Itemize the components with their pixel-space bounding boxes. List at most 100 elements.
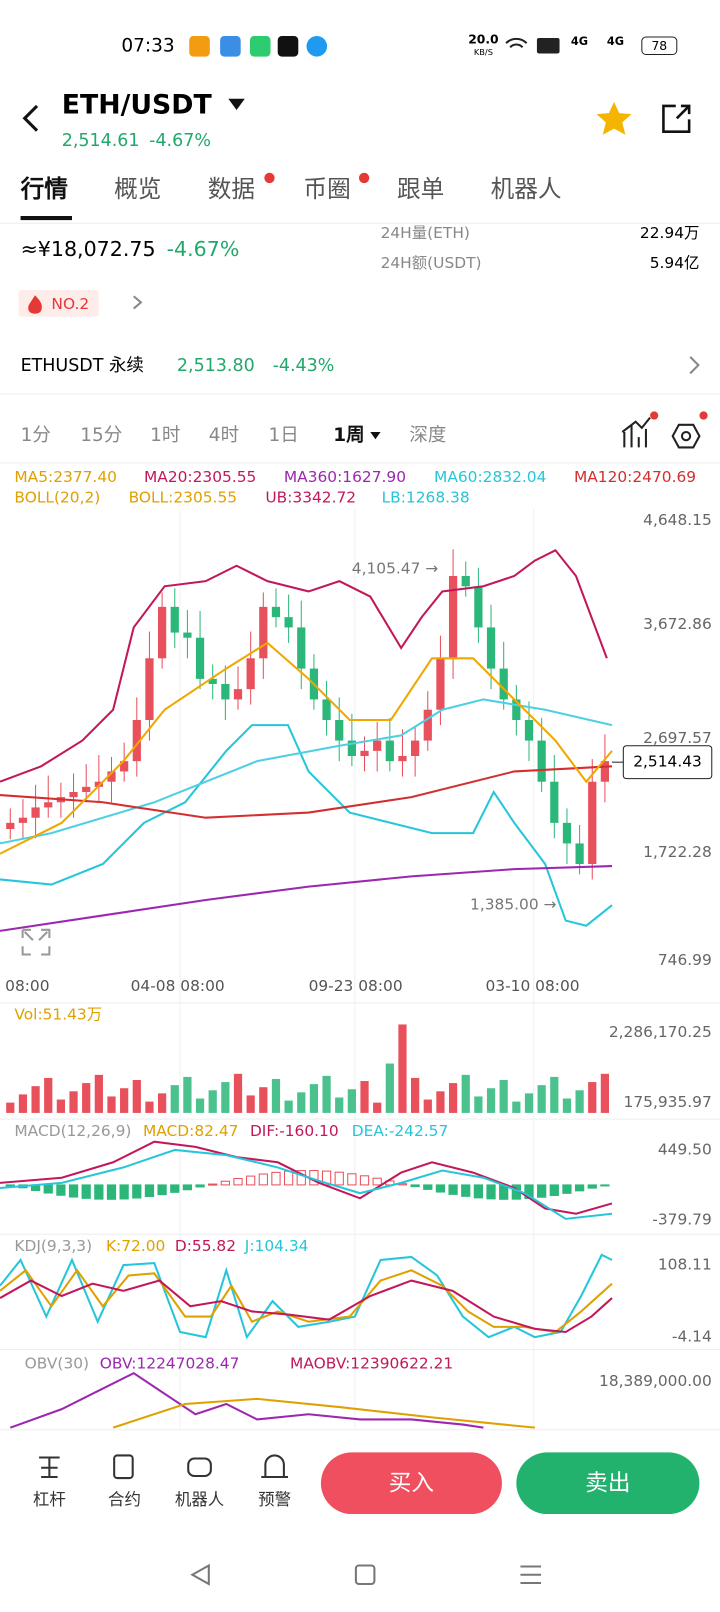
grid — [179, 509, 535, 1430]
macd-bar — [283, 1170, 294, 1186]
time-axis-label: 08:00 — [5, 977, 49, 995]
macd-bar — [106, 1184, 117, 1200]
sell-button[interactable] — [516, 1452, 700, 1515]
macd-bar — [43, 1184, 53, 1194]
badge-dot — [699, 411, 708, 420]
candle — [145, 658, 154, 720]
volume-bar — [44, 1077, 53, 1113]
macd-label: MACD(12,26,9) — [14, 1122, 131, 1140]
interval[interactable]: 1周 — [333, 425, 364, 446]
share-button[interactable] — [662, 104, 691, 133]
nav-home[interactable] — [354, 1564, 376, 1586]
volume-bar — [18, 1094, 28, 1113]
volume-bar — [360, 1081, 369, 1113]
volume-bar — [436, 1091, 445, 1113]
low-annotation: 1,385.00 → — [470, 896, 557, 914]
interval[interactable]: 1分 — [21, 425, 51, 446]
tab[interactable]: 机器人 — [491, 175, 562, 203]
volume-bar — [195, 1098, 205, 1113]
volume-bar — [335, 1097, 344, 1113]
tool-label[interactable]: 杠杆 — [33, 1490, 66, 1509]
rank[interactable]: NO.2 — [51, 295, 89, 313]
tab[interactable]: 数据 — [208, 175, 255, 203]
badge-dot — [358, 172, 370, 184]
volume-bar — [423, 1099, 432, 1113]
sell-label[interactable]: 卖出 — [585, 1471, 630, 1497]
macd-bar — [220, 1180, 230, 1186]
fullscreen-button[interactable] — [21, 928, 51, 956]
battery — [641, 36, 678, 56]
obv-label: OBV(30) — [25, 1354, 89, 1372]
price-axis-label: 1,722.28 — [643, 843, 712, 861]
candle — [524, 720, 534, 741]
chevron[interactable] — [689, 356, 700, 375]
candle — [157, 606, 167, 659]
candle — [562, 822, 572, 844]
interval-dropdown[interactable] — [370, 432, 381, 440]
app-icon — [189, 36, 210, 57]
wifi-icon — [505, 37, 528, 49]
volume-bar — [157, 1093, 167, 1113]
macd-bar — [372, 1177, 382, 1186]
settings-button[interactable] — [671, 423, 701, 449]
tool-label[interactable]: 机器人 — [175, 1490, 224, 1509]
nav-back[interactable] — [190, 1563, 210, 1586]
volume-bar — [69, 1091, 78, 1113]
interval[interactable]: 4时 — [209, 425, 239, 446]
header-price: 2,514.61 — [62, 131, 140, 151]
buy-label[interactable]: 买入 — [389, 1471, 434, 1497]
interval[interactable]: 1时 — [150, 425, 180, 446]
candle — [474, 586, 483, 628]
back-button[interactable] — [22, 104, 39, 132]
pair[interactable]: ETH/USDT — [62, 89, 213, 120]
macd-bar — [119, 1184, 129, 1200]
badge-dot — [650, 411, 659, 420]
hd-icon — [536, 38, 560, 54]
volume-bar — [486, 1088, 496, 1113]
indicator-button[interactable] — [621, 416, 651, 448]
volume-bar — [221, 1082, 230, 1113]
price-axis-label: 2,697.57 — [643, 729, 712, 747]
volume-bar — [512, 1101, 521, 1113]
header-change: -4.67% — [149, 131, 211, 151]
boll-label: BOLL(20,2) — [14, 488, 100, 506]
candle — [297, 627, 306, 669]
time-axis-label: 04-08 08:00 — [131, 977, 225, 995]
macd-bar — [359, 1175, 370, 1186]
macd-bar — [600, 1184, 610, 1187]
candle — [461, 576, 470, 587]
pair-dropdown[interactable] — [228, 98, 245, 111]
obv-axis-label: 18,389,000.00 — [599, 1372, 712, 1390]
kdj-label: J:104.34 — [244, 1237, 309, 1255]
boll-label: BOLL:2305.55 — [129, 488, 238, 506]
tool-label[interactable]: 合约 — [108, 1490, 141, 1509]
interval[interactable]: 1日 — [268, 425, 298, 446]
tab[interactable]: 概览 — [114, 175, 161, 203]
macd-bar — [132, 1184, 142, 1199]
macd-label: DIF:-160.10 — [250, 1122, 339, 1140]
volume-axis-label: 175,935.97 — [624, 1093, 712, 1111]
macd-bar — [68, 1184, 79, 1198]
perp-price: 2,513.80 — [177, 356, 255, 376]
interval[interactable]: 15分 — [80, 425, 122, 446]
tab[interactable]: 行情 — [20, 175, 69, 203]
tab[interactable]: 币圈 — [303, 175, 350, 203]
robot-icon — [187, 1457, 212, 1478]
current-price-box — [622, 745, 713, 780]
candle — [423, 709, 432, 741]
favorite-star[interactable] — [596, 101, 632, 135]
chevron[interactable] — [133, 295, 143, 310]
tool-label[interactable]: 预警 — [258, 1490, 291, 1509]
volume-bar — [448, 1083, 458, 1113]
perp-name[interactable]: ETHUSDT 永续 — [21, 356, 144, 376]
volume-bar — [322, 1075, 331, 1113]
tab[interactable]: 跟单 — [397, 175, 444, 203]
volume-bar — [398, 1024, 407, 1113]
nav-menu[interactable] — [520, 1565, 542, 1584]
boll-upper — [0, 548, 608, 783]
interval[interactable]: 深度 — [409, 425, 446, 446]
candle — [373, 740, 382, 751]
buy-button[interactable] — [320, 1452, 502, 1515]
macd-bar — [587, 1184, 597, 1189]
